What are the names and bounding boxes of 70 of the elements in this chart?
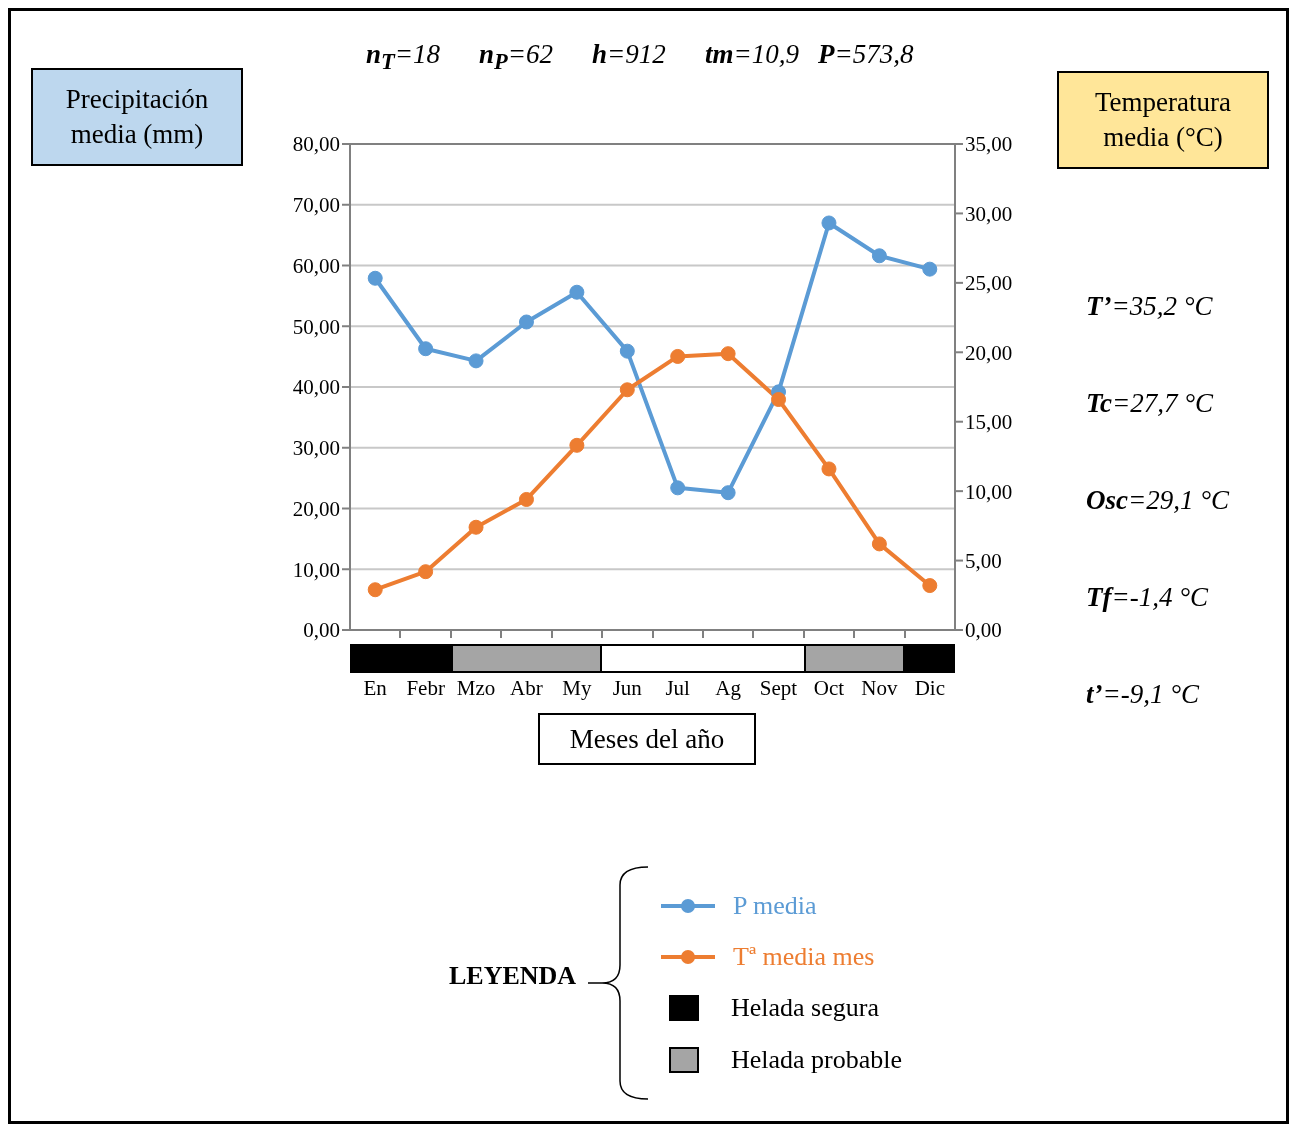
text: h=912 — [592, 39, 666, 69]
point — [619, 382, 635, 398]
x-tick-label: My — [562, 675, 592, 700]
text: n$_{P}$=62 — [479, 39, 554, 75]
text: P=573,8 — [818, 39, 914, 69]
point — [418, 341, 434, 357]
x-tick-label: Jul — [665, 675, 691, 700]
point — [468, 519, 484, 535]
y2-tick-label: 25,00 — [965, 271, 1013, 296]
x-axis-title: Meses del año — [538, 713, 756, 765]
point — [871, 536, 887, 552]
text: T’=35,2 °C — [1086, 291, 1213, 321]
point — [418, 564, 434, 580]
y2-tick-label: 30,00 — [965, 201, 1013, 226]
text: Tc=27,7 °C — [1086, 388, 1214, 418]
text: tm=10,9 — [705, 39, 799, 69]
point — [922, 578, 938, 594]
x-tick-label: Oct — [813, 675, 845, 700]
x-tick-label: Dic — [914, 675, 945, 700]
point — [367, 270, 383, 286]
y-tick-label: 70,00 — [292, 193, 340, 218]
x-tick-label: Jun — [612, 675, 643, 700]
point — [670, 348, 686, 364]
x-tick-label: Ag — [715, 675, 742, 700]
point — [821, 215, 837, 231]
y-axis-title: Precipitación media (mm) — [31, 68, 243, 166]
y2-tick-label: 10,00 — [965, 479, 1013, 504]
point — [670, 480, 686, 496]
point — [871, 248, 887, 264]
text: t’=-9,1 °C — [1086, 679, 1200, 709]
point — [367, 582, 383, 598]
text: n$_{T}$=18 — [366, 39, 441, 75]
y2-tick-label: 0,00 — [965, 618, 1002, 643]
point — [518, 314, 534, 330]
x-tick-label: Sept — [759, 675, 798, 700]
legend-label: Tª media mes — [733, 942, 875, 972]
y2-tick-label: 20,00 — [965, 340, 1013, 365]
legend-title: LEYENDA — [449, 961, 577, 991]
text: Osc=29,1 °C — [1086, 485, 1230, 515]
y-tick-label: 50,00 — [292, 314, 340, 339]
y-tick-label: 0,00 — [303, 618, 340, 643]
point — [569, 284, 585, 300]
x-tick-label: En — [363, 675, 388, 700]
y-tick-label: 20,00 — [292, 496, 340, 521]
y2-tick-label: 5,00 — [965, 549, 1002, 574]
y-tick-label: 80,00 — [292, 132, 340, 157]
x-tick-label: Nov — [861, 675, 898, 700]
y-tick-label: 40,00 — [292, 375, 340, 400]
text: Helada probable — [731, 1045, 903, 1075]
x-tick-label: Mzo — [456, 675, 496, 700]
point — [569, 437, 585, 453]
y-tick-label: 10,00 — [292, 557, 340, 582]
y2-axis-title: Temperatura media (°C) — [1057, 71, 1269, 169]
point — [720, 346, 736, 362]
point — [922, 261, 938, 277]
x-tick-label: Febr — [406, 675, 445, 700]
point — [518, 491, 534, 507]
text: Helada segura — [731, 993, 879, 1023]
legend-label: P media — [733, 891, 817, 921]
point — [771, 392, 787, 407]
y-tick-label: 60,00 — [292, 253, 340, 278]
y-tick-label: 30,00 — [292, 436, 340, 461]
y2-tick-label: 15,00 — [965, 410, 1013, 435]
point — [821, 461, 837, 477]
text: Tf=-1,4 °C — [1086, 582, 1209, 612]
point — [468, 353, 484, 369]
point — [720, 485, 736, 501]
y2-tick-label: 35,00 — [965, 132, 1013, 157]
x-tick-label: Abr — [510, 675, 543, 700]
point — [619, 343, 635, 359]
